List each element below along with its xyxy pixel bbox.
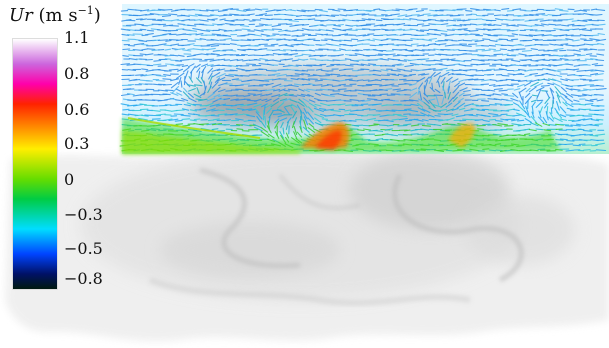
smoke-cloud	[5, 150, 609, 342]
velocity-arrows	[119, 8, 607, 152]
colorbar-tick-7: −0.5	[64, 239, 103, 258]
colorbar-units-exponent: −1	[77, 4, 94, 17]
colorbar-tick-8: −0.8	[64, 269, 103, 288]
velocity-field	[119, 4, 609, 154]
colorbar-tick-3: 0.6	[64, 100, 90, 119]
colorbar-units-close: )	[93, 5, 101, 26]
colorbar-units-open: (m s	[38, 5, 78, 26]
colorbar-tick-5: 0	[64, 170, 75, 189]
velocity-plume	[122, 117, 560, 154]
colorbar-gradient	[12, 38, 58, 290]
colorbar-title: Ur (m s−1)	[6, 4, 104, 26]
colorbar-tick-6: −0.3	[64, 205, 103, 224]
colorbar-tick-1: 1.1	[64, 28, 90, 47]
colorbar-tick-2: 0.8	[64, 64, 90, 83]
colorbar-legend: Ur (m s−1) 1.1 0.8 0.6 0.3 0 −0.3 −0.5 −…	[0, 0, 125, 300]
colorbar-variable: Ur	[9, 5, 33, 26]
colorbar-tick-4: 0.3	[64, 134, 90, 153]
